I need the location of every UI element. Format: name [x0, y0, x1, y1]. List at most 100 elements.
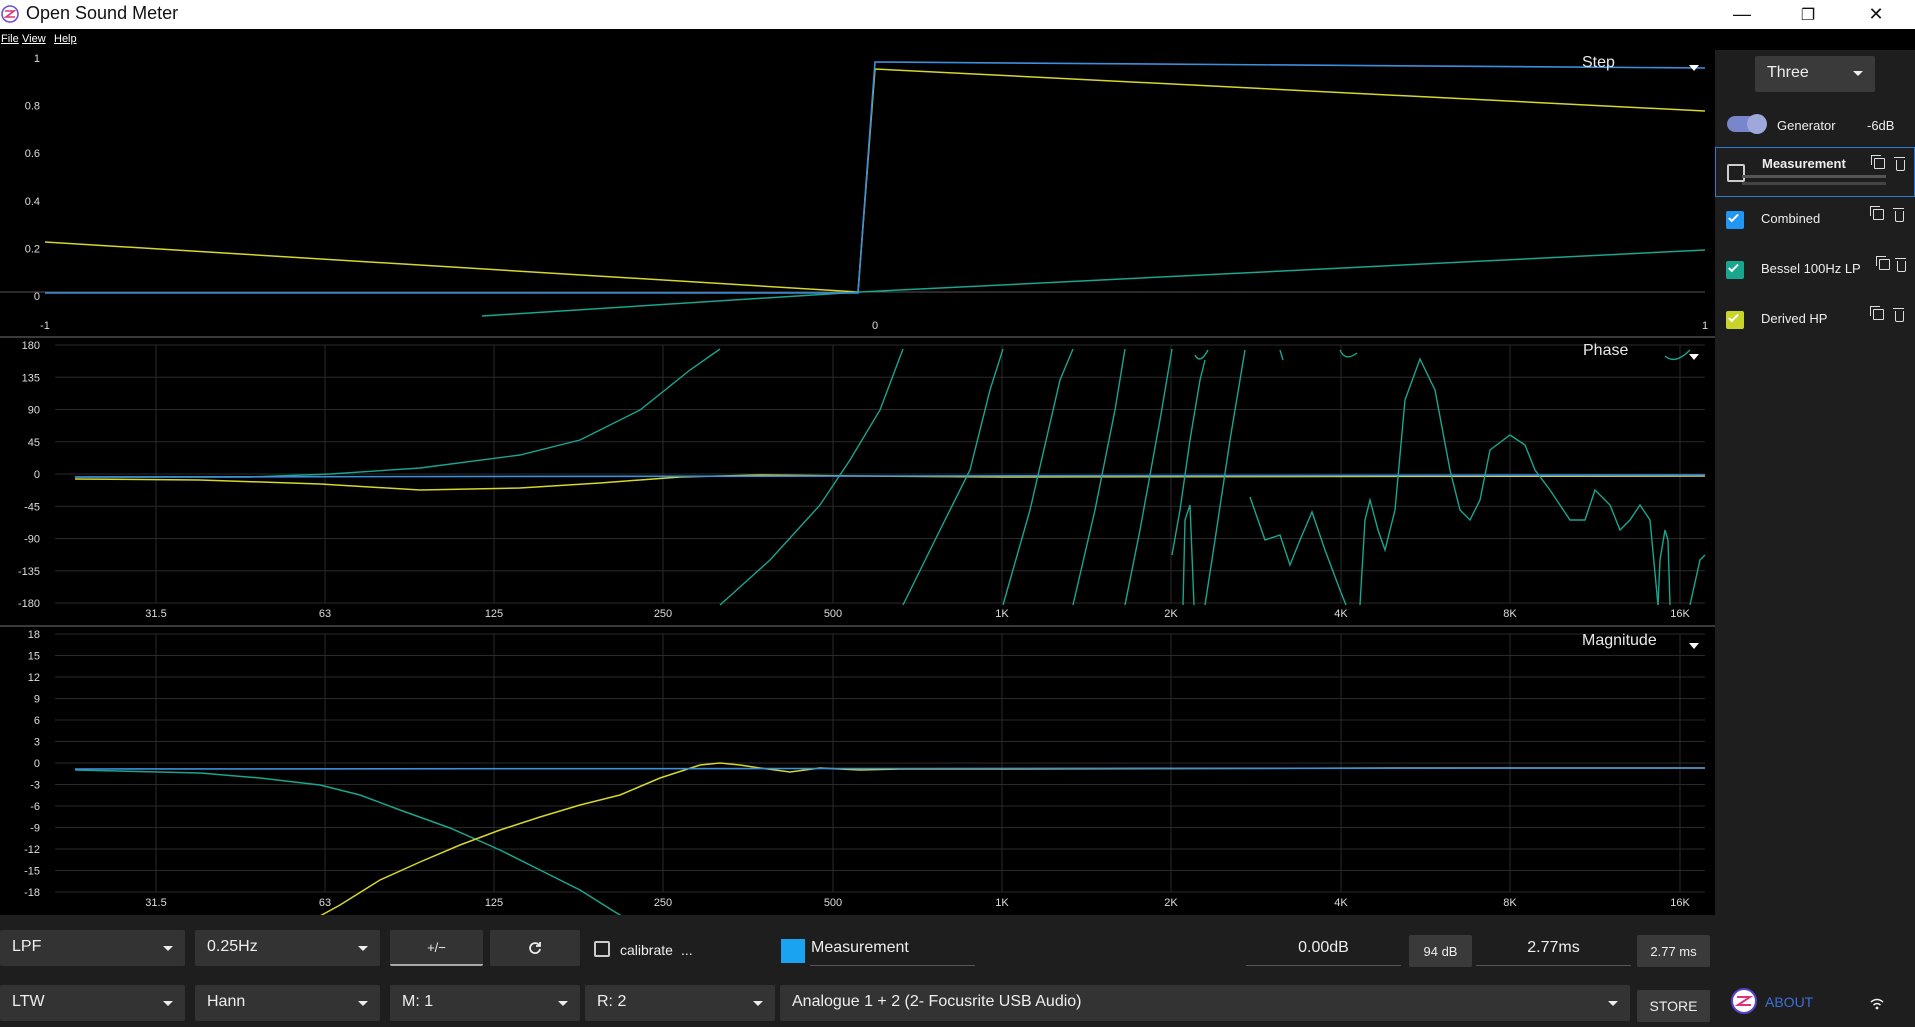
minimize-icon: —	[1733, 4, 1751, 24]
level-button[interactable]: 94 dB	[1409, 935, 1472, 967]
delete-icon[interactable]	[1894, 157, 1905, 171]
sidebar: Three Generator -6dB Measurement Combine…	[1715, 50, 1915, 915]
step-plot[interactable]: 1 0.8 0.6 0.4 0.2 0 -1 0 1 Step	[0, 53, 1708, 332]
wifi-icon[interactable]	[1869, 997, 1885, 1011]
about-link[interactable]: ABOUT	[1765, 994, 1814, 1010]
source-name: Measurement	[1762, 156, 1846, 171]
copy-icon[interactable]	[1871, 155, 1885, 169]
filter-frequency-value: 0.25Hz	[207, 938, 258, 955]
phase-menu-chevron-icon[interactable]	[1689, 354, 1699, 360]
source-item-bessel[interactable]: Bessel 100Hz LP	[1715, 247, 1915, 293]
phase-tick-label: 63	[319, 608, 331, 620]
source-name: Derived HP	[1761, 311, 1828, 326]
source-checkbox[interactable]	[1727, 164, 1745, 182]
delete-icon[interactable]	[1895, 258, 1906, 272]
gain-field[interactable]: 0.00dB	[1246, 930, 1401, 966]
magnitude-tick-label: 15	[28, 651, 40, 663]
source-item-measurement[interactable]: Measurement	[1715, 147, 1915, 197]
source-checkbox[interactable]	[1726, 261, 1744, 279]
calibrate-checkbox[interactable]	[594, 941, 610, 957]
source-level-bar	[1742, 182, 1886, 185]
source-name: Bessel 100Hz LP	[1761, 261, 1861, 276]
magnitude-tick-label: 500	[824, 897, 842, 909]
measure-channel-select[interactable]: M: 1	[390, 985, 580, 1021]
reference-channel-select[interactable]: R: 2	[585, 985, 775, 1021]
copy-icon[interactable]	[1870, 306, 1884, 320]
phase-curve-bessel-8	[1182, 504, 1195, 606]
device-select[interactable]: Analogue 1 + 2 (2- Focusrite USB Audio)	[780, 985, 1630, 1021]
step-tick-label: 0	[872, 320, 878, 332]
source-checkbox[interactable]	[1726, 211, 1744, 229]
app-logo-icon	[1, 5, 19, 23]
source-color-swatch[interactable]	[781, 939, 805, 963]
delay-value: 2.77ms	[1527, 938, 1580, 956]
magnitude-y-axis: 18 15 12 9 6 3 0 -3 -6 -9 -12 -15 -18	[24, 629, 40, 899]
step-x-axis: -1 0 1	[40, 320, 1708, 332]
phase-plot[interactable]: 180 135 90 45 0 -45 -90 -135 -180 31.5 63 125 250 50…	[18, 340, 1706, 620]
step-tick-label: 0	[34, 291, 40, 303]
phase-tick-label: -180	[18, 598, 40, 610]
about-logo-icon[interactable]	[1730, 987, 1758, 1015]
magnitude-curve-combined	[74, 767, 1706, 770]
plot-area[interactable]: 1 0.8 0.6 0.4 0.2 0 -1 0 1 Step 180 135 90 45 0 -45-…	[0, 50, 1715, 915]
menu-file[interactable]: File	[1, 33, 19, 45]
delete-icon[interactable]	[1893, 208, 1904, 222]
step-menu-chevron-icon[interactable]	[1689, 65, 1699, 71]
magnitude-tick-label: -3	[30, 780, 40, 792]
chevron-down-icon	[163, 1001, 173, 1006]
generator-label: Generator	[1777, 118, 1836, 133]
source-name: Combined	[1761, 211, 1821, 226]
magnitude-tick-label: 18	[28, 629, 40, 641]
phase-grid	[55, 344, 1705, 604]
store-button[interactable]: STORE	[1637, 990, 1710, 1022]
source-name-field[interactable]: Measurement	[810, 930, 975, 966]
phase-tick-label: 2K	[1164, 608, 1178, 620]
polarity-button[interactable]: +/−	[390, 930, 483, 966]
generator-level[interactable]: -6dB	[1867, 118, 1895, 133]
phase-tick-label: 1K	[995, 608, 1009, 620]
phase-tick-label: 4K	[1334, 608, 1348, 620]
source-item-derived[interactable]: Derived HP	[1715, 297, 1915, 343]
average-select[interactable]: LTW	[0, 985, 185, 1021]
generator-toggle[interactable]	[1727, 114, 1767, 134]
title-bar: Open Sound Meter — ❐ ✕	[0, 0, 1915, 29]
calibrate-more-button[interactable]: ...	[681, 942, 693, 958]
source-item-combined[interactable]: Combined	[1715, 197, 1915, 243]
phase-tick-label: 0	[34, 469, 40, 481]
magnitude-tick-label: 1K	[995, 897, 1009, 909]
polarity-label: +/−	[427, 939, 446, 955]
restore-button[interactable]: ❐	[1779, 0, 1837, 29]
window-select[interactable]: Hann	[195, 985, 380, 1021]
delay-button[interactable]: 2.77 ms	[1637, 935, 1710, 967]
delete-icon[interactable]	[1893, 308, 1904, 322]
delay-label: 2.77 ms	[1650, 943, 1697, 959]
bottom-controls: LPF 0.25Hz +/− calibrate ... Measurement…	[0, 915, 1915, 1027]
phase-tick-label: 125	[485, 608, 503, 620]
chevron-down-icon	[163, 946, 173, 951]
minimize-button[interactable]: —	[1713, 0, 1771, 29]
delay-field[interactable]: 2.77ms	[1476, 930, 1631, 966]
phase-tick-label: -90	[24, 534, 40, 546]
phase-curve-bessel	[75, 348, 721, 478]
preset-select[interactable]: Three	[1755, 56, 1875, 92]
magnitude-tick-label: 12	[28, 672, 40, 684]
menu-view[interactable]: View	[22, 33, 46, 45]
plots-svg[interactable]: 10.80.60.40.20 -1 0 1 Step 18013590450-45-…	[0, 50, 1715, 915]
close-button[interactable]: ✕	[1847, 0, 1905, 29]
chevron-down-icon	[753, 1001, 763, 1006]
step-tick-label: 0.4	[25, 196, 40, 208]
refresh-button[interactable]	[490, 930, 580, 966]
filter-frequency-select[interactable]: 0.25Hz	[195, 930, 380, 966]
copy-icon[interactable]	[1876, 256, 1890, 270]
magnitude-menu-chevron-icon[interactable]	[1689, 643, 1699, 649]
step-curve-derived	[44, 68, 1706, 293]
filter-type-select[interactable]: LPF	[0, 930, 185, 966]
source-checkbox[interactable]	[1726, 311, 1744, 329]
menu-help[interactable]: Help	[54, 33, 77, 45]
store-label: STORE	[1649, 998, 1698, 1014]
window-title: Open Sound Meter	[26, 3, 179, 23]
toggle-knob	[1747, 114, 1767, 134]
phase-tick-label: 90	[28, 405, 40, 417]
copy-icon[interactable]	[1870, 206, 1884, 220]
